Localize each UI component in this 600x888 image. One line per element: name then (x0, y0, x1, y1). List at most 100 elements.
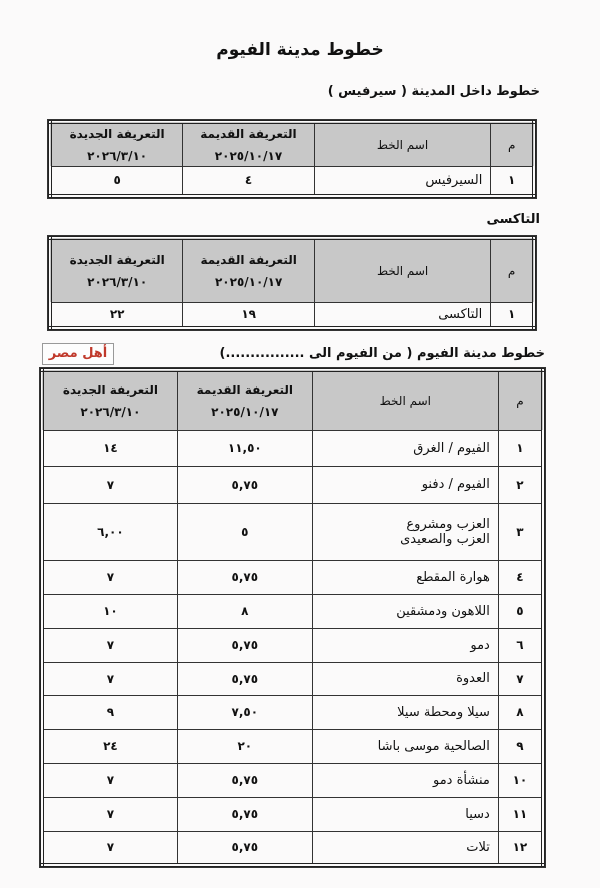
row-index: ٨ (497, 694, 544, 730)
row-index: ١٠ (497, 762, 544, 798)
taxi-fares-table: م اسم الخط التعريفة القديمة ٢٠٢٥/١٠/١٧ التعر… (47, 235, 537, 331)
line-name: هوارة المقطع (311, 559, 499, 595)
old-fare: ٤ (182, 165, 315, 197)
line-name: الفيوم / الغرق (311, 429, 499, 467)
old-fare: ٥ (176, 502, 313, 561)
header-old-fare: التعريفة القديمة ٢٠٢٥/١٠/١٧ (182, 121, 315, 167)
line-name: العدوة (311, 661, 499, 696)
header-new-fare-label: التعريفة الجديدة (69, 126, 165, 141)
header-new-fare-date: ٢٠٢٦/٣/١٠ (80, 404, 141, 419)
new-fare: ٧ (41, 762, 178, 798)
table-row: ١٢ تلات ٥,٧٥ ٧ (41, 830, 544, 866)
old-fare: ٥,٧٥ (176, 661, 313, 696)
watermark-logo: أهل مصر (42, 343, 114, 365)
header-old-fare-date: ٢٠٢٥/١٠/١٧ (214, 148, 283, 163)
row-index: ١ (497, 429, 544, 467)
row-index: ١ (490, 165, 535, 197)
line-name: السيرفيس (313, 165, 492, 197)
table-row: ٩ الصالحية موسى باشا ٢٠ ٢٤ (41, 728, 544, 764)
row-index: ٢ (497, 465, 544, 504)
row-index: ٣ (497, 502, 544, 561)
header-line-name: اسم الخط (311, 369, 499, 431)
new-fare: ٧ (41, 830, 178, 866)
header-new-fare-label: التعريفة الجديدة (69, 252, 165, 267)
line-name: منشأة دمو (311, 762, 499, 798)
new-fare: ١٤ (41, 429, 178, 467)
line-name: العزب ومشروع العزب والصعيدى (311, 502, 499, 561)
row-index: ١٢ (497, 830, 544, 866)
section-heading-intercity: خطوط مدينة الفيوم ( من الفيوم الى ......… (219, 346, 546, 361)
header-new-fare-date: ٢٠٢٦/٣/١٠ (87, 148, 148, 163)
header-old-fare-label: التعريفة القديمة (200, 126, 297, 141)
old-fare: ٥,٧٥ (176, 762, 313, 798)
new-fare: ٢٢ (49, 301, 184, 329)
old-fare: ٥,٧٥ (176, 559, 313, 595)
row-index: ٧ (497, 661, 544, 696)
old-fare: ٧,٥٠ (176, 694, 313, 730)
section-heading-taxi: التاكسى (486, 212, 540, 227)
header-index: م (490, 237, 535, 303)
new-fare: ٧ (41, 796, 178, 832)
header-old-fare-date: ٢٠٢٥/١٠/١٧ (214, 274, 283, 289)
table-row: ١ الفيوم / الغرق ١١,٥٠ ١٤ (41, 429, 544, 467)
new-fare: ٩ (41, 694, 178, 730)
line-name: الفيوم / دفنو (311, 465, 499, 504)
new-fare: ٧ (41, 627, 178, 663)
row-index: ١ (490, 301, 535, 329)
header-new-fare-date: ٢٠٢٦/٣/١٠ (87, 274, 148, 289)
line-name: التاكسى (313, 301, 492, 329)
header-old-fare: التعريفة القديمة ٢٠٢٥/١٠/١٧ (176, 369, 313, 431)
header-old-fare-label: التعريفة القديمة (200, 252, 297, 267)
old-fare: ٨ (176, 593, 313, 629)
old-fare: ٥,٧٥ (176, 627, 313, 663)
table-header-row: م اسم الخط التعريفة القديمة ٢٠٢٥/١٠/١٧ التعر… (41, 369, 544, 431)
table-row: ١ التاكسى ١٩ ٢٢ (49, 301, 535, 329)
row-index: ٤ (497, 559, 544, 595)
table-row: ١٠ منشأة دمو ٥,٧٥ ٧ (41, 762, 544, 798)
old-fare: ٥,٧٥ (176, 796, 313, 832)
header-new-fare-label: التعريفة الجديدة (62, 382, 158, 397)
old-fare: ٥,٧٥ (176, 830, 313, 866)
old-fare: ١٩ (182, 301, 315, 329)
old-fare: ٢٠ (176, 728, 313, 764)
section-heading-service: خطوط داخل المدينة ( سيرفيس ) (327, 84, 540, 99)
new-fare: ٧ (41, 559, 178, 595)
line-name: تلات (311, 830, 499, 866)
line-name: الصالحية موسى باشا (311, 728, 499, 764)
table-row: ٧ العدوة ٥,٧٥ ٧ (41, 661, 544, 696)
row-index: ٦ (497, 627, 544, 663)
header-new-fare: التعريفة الجديدة ٢٠٢٦/٣/١٠ (41, 369, 178, 431)
new-fare: ٧ (41, 465, 178, 504)
table-row: ٥ اللاهون ودمشقين ٨ ١٠ (41, 593, 544, 629)
line-name: دسيا (311, 796, 499, 832)
new-fare: ٧ (41, 661, 178, 696)
service-fares-table: م اسم الخط التعريفة القديمة ٢٠٢٥/١٠/١٧ التعر… (47, 119, 537, 199)
new-fare: ٦,٠٠ (41, 502, 178, 561)
row-index: ٥ (497, 593, 544, 629)
header-old-fare: التعريفة القديمة ٢٠٢٥/١٠/١٧ (182, 237, 315, 303)
header-index: م (497, 369, 544, 431)
table-row: ٨ سيلا ومحطة سيلا ٧,٥٠ ٩ (41, 694, 544, 730)
old-fare: ١١,٥٠ (176, 429, 313, 467)
table-row: ٤ هوارة المقطع ٥,٧٥ ٧ (41, 559, 544, 595)
table-row: ٢ الفيوم / دفنو ٥,٧٥ ٧ (41, 465, 544, 504)
new-fare: ٥ (49, 165, 184, 197)
new-fare: ٢٤ (41, 728, 178, 764)
table-row: ٦ دمو ٥,٧٥ ٧ (41, 627, 544, 663)
header-line-name: اسم الخط (313, 121, 492, 167)
header-old-fare-label: التعريفة القديمة (196, 382, 293, 397)
page-title: خطوط مدينة الفيوم (216, 40, 384, 60)
line-name: اللاهون ودمشقين (311, 593, 499, 629)
table-header-row: م اسم الخط التعريفة القديمة ٢٠٢٥/١٠/١٧ التعر… (49, 237, 535, 303)
table-row: ٣ العزب ومشروع العزب والصعيدى ٥ ٦,٠٠ (41, 502, 544, 561)
row-index: ١١ (497, 796, 544, 832)
table-header-row: م اسم الخط التعريفة القديمة ٢٠٢٥/١٠/١٧ التعر… (49, 121, 535, 167)
header-line-name: اسم الخط (313, 237, 492, 303)
header-new-fare: التعريفة الجديدة ٢٠٢٦/٣/١٠ (49, 121, 184, 167)
table-row: ١ السيرفيس ٤ ٥ (49, 165, 535, 197)
line-name: سيلا ومحطة سيلا (311, 694, 499, 730)
intercity-fares-table: م اسم الخط التعريفة القديمة ٢٠٢٥/١٠/١٧ التعر… (39, 367, 546, 868)
header-index: م (490, 121, 535, 167)
header-new-fare: التعريفة الجديدة ٢٠٢٦/٣/١٠ (49, 237, 184, 303)
line-name: دمو (311, 627, 499, 663)
